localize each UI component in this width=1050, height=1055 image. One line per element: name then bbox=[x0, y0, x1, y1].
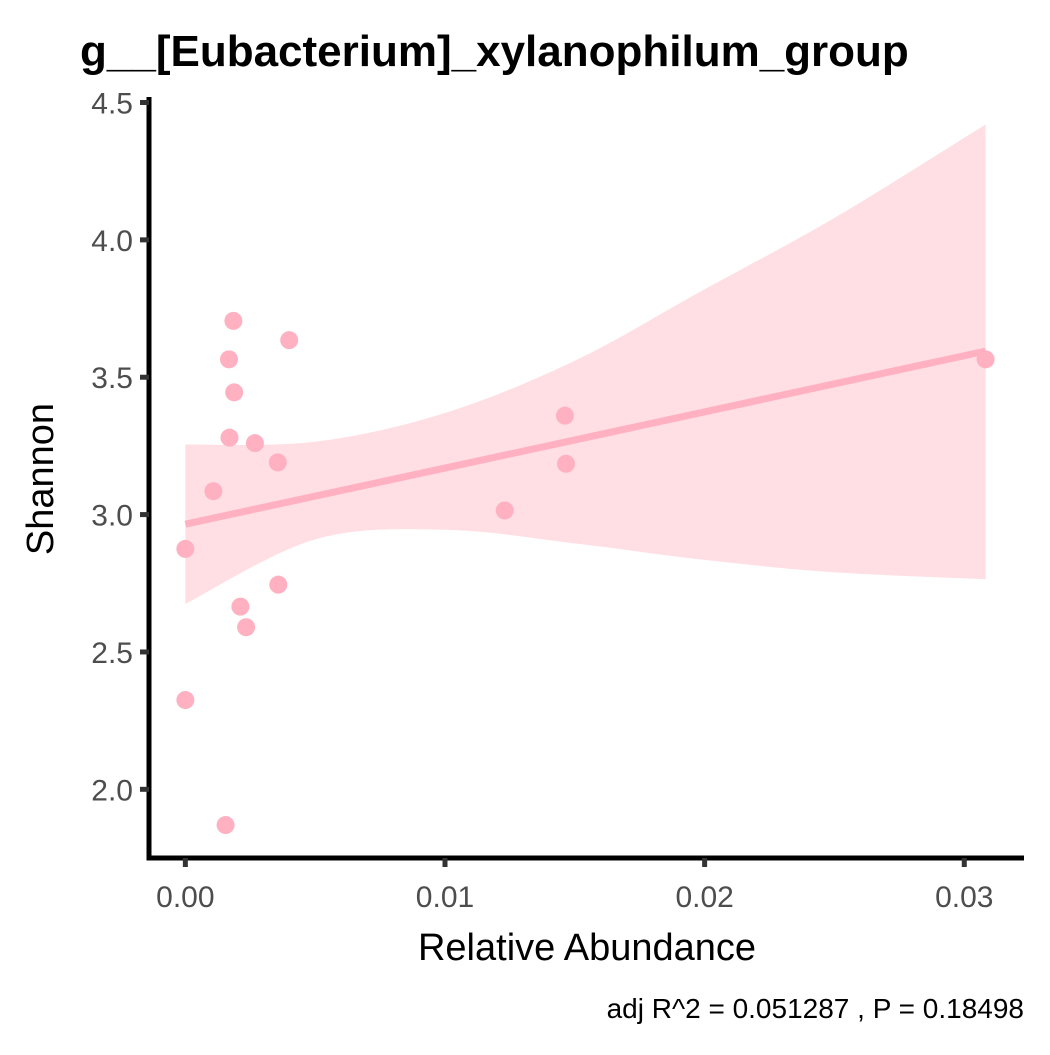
data-point bbox=[555, 406, 574, 425]
points-layer bbox=[176, 311, 995, 835]
confidence-band bbox=[185, 124, 986, 604]
data-point bbox=[269, 575, 288, 594]
data-point bbox=[220, 428, 239, 447]
y-tick-label: 3.5 bbox=[91, 362, 133, 395]
y-tick-label: 4.0 bbox=[91, 225, 133, 258]
data-point bbox=[216, 816, 235, 835]
x-tick-label: 0.03 bbox=[935, 881, 993, 914]
x-tick-label: 0.02 bbox=[675, 881, 733, 914]
data-point bbox=[176, 539, 195, 558]
axes-layer: 2.0 2.5 3.0 3.5 4.0 4.5 0.00 0.01 0.02 0.03 bbox=[91, 87, 1024, 914]
chart-title: g__[Eubacterium]_xylanophilum_group bbox=[80, 27, 909, 76]
data-point bbox=[556, 454, 575, 473]
data-point bbox=[976, 350, 995, 369]
y-tick-label: 3.0 bbox=[91, 500, 133, 533]
data-point bbox=[495, 501, 514, 520]
confidence-band-layer bbox=[185, 124, 986, 604]
data-point bbox=[224, 311, 243, 330]
data-point bbox=[245, 434, 264, 453]
regression-line bbox=[184, 347, 987, 528]
data-point bbox=[268, 453, 287, 472]
data-point bbox=[176, 691, 195, 710]
data-point bbox=[204, 482, 223, 501]
data-point bbox=[219, 350, 238, 369]
x-axis-title: Relative Abundance bbox=[418, 927, 756, 969]
x-tick-label: 0.00 bbox=[156, 881, 214, 914]
y-axis-title: Shannon bbox=[20, 403, 62, 555]
data-point bbox=[280, 331, 299, 350]
data-point bbox=[231, 597, 250, 616]
y-tick-label: 2.0 bbox=[91, 774, 133, 807]
fit-line-layer bbox=[184, 347, 987, 528]
y-tick-label: 2.5 bbox=[91, 637, 133, 670]
data-point bbox=[225, 383, 244, 402]
x-tick-label: 0.01 bbox=[416, 881, 474, 914]
stats-annotation: adj R^2 = 0.051287 , P = 0.18498 bbox=[607, 993, 1024, 1024]
data-point bbox=[237, 618, 256, 637]
y-tick-label: 4.5 bbox=[91, 87, 133, 120]
